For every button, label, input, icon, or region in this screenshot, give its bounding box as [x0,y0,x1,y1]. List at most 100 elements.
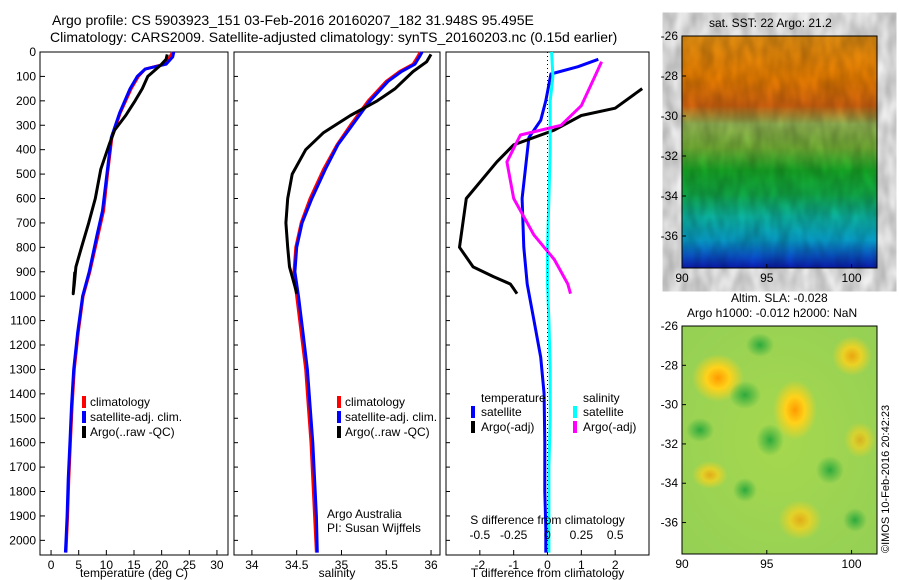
x-tick-label: 0 [544,558,551,572]
map-y-tick-label: -34 [661,476,679,490]
x-tick-label: 36 [424,558,438,572]
x-tick-label: 10 [100,558,114,572]
series-line [293,51,424,553]
legend-title-salinity: salinity [583,391,620,405]
legend-label: climatology [90,395,150,409]
y-tick-label: 1500 [9,411,36,425]
header-line-1: Argo profile: CS 5903923_151 03-Feb-2016… [52,12,534,28]
x-axis-label: salinity [319,566,356,580]
pi-name-label: PI: Susan Wijffels [327,521,421,535]
secondary-x-tick-label: -0.5 [469,528,490,542]
series-line [546,51,555,553]
y-tick-label: 100 [16,69,36,83]
series-line [292,51,422,553]
x-tick-label: 15 [127,558,141,572]
x-tick-label: 25 [183,558,197,572]
series-line [520,57,599,553]
map-x-tick-label: 100 [842,271,862,285]
x-tick-label: 5 [75,558,82,572]
x-tick-label: 30 [210,558,224,572]
y-tick-label: 200 [16,94,36,108]
x-tick-label: 34 [245,558,259,572]
map-y-tick-label: -34 [661,189,679,203]
map-x-tick-label: 90 [675,271,689,285]
sla-map [681,325,878,555]
legend-label: satellite [583,405,624,419]
y-tick-label: 800 [16,240,36,254]
y-tick-label: 1900 [9,509,36,523]
x-tick-label: -1 [508,558,519,572]
legend-label: satellite-adj. clim. [90,410,182,424]
series-line [63,51,176,553]
legend-title-temperature: temperature [481,391,546,405]
x-axis-label: T difference from climatology [471,566,625,580]
x-tick-label: 35 [335,558,349,572]
legend-label: satellite-adj. clim. [345,410,437,424]
secondary-x-axis-label: S difference from climatology [470,513,625,527]
map-y-tick-label: -32 [661,437,679,451]
y-tick-label: 400 [16,143,36,157]
sst-map-title: sat. SST: 22 Argo: 21.2 [709,16,832,30]
x-axis-label: temperature (deg C) [80,566,188,580]
sst-map [681,35,878,269]
map-y-tick-label: -36 [661,229,679,243]
legend-swatch [82,396,86,408]
map-x-tick-label: 95 [760,557,774,571]
y-tick-label: 1400 [9,387,36,401]
series-line [71,54,169,296]
legend-swatch [573,406,577,418]
x-tick-label: 1 [578,558,585,572]
map-y-tick-label: -30 [661,109,679,123]
series-line [458,87,644,295]
series-line [284,53,433,295]
series-line [505,61,603,295]
map-y-tick-label: -26 [661,29,679,43]
x-tick-label: 20 [155,558,169,572]
y-tick-label: 1600 [9,436,36,450]
x-tick-label: 35.5 [375,558,399,572]
map-y-tick-label: -28 [661,358,679,372]
legend-swatch [471,406,475,418]
y-tick-label: 1800 [9,485,36,499]
legend-label: climatology [345,395,405,409]
legend-label: Argo(-adj) [583,420,636,434]
y-tick-label: 1700 [9,460,36,474]
map-y-tick-label: -32 [661,149,679,163]
legend-swatch [337,426,341,438]
secondary-x-tick-label: 0 [544,528,551,542]
map-y-tick-label: -28 [661,69,679,83]
legend-swatch [573,421,577,433]
y-tick-label: 500 [16,167,36,181]
legend-swatch [337,411,341,423]
map-y-tick-label: -30 [661,398,679,412]
legend-label: satellite [481,405,522,419]
legend-label: Argo(-adj) [481,420,534,434]
map-y-tick-label: -26 [661,319,679,333]
secondary-x-tick-label: 0.5 [607,528,624,542]
y-tick-label: 600 [16,192,36,206]
map-x-tick-label: 90 [675,557,689,571]
legend-swatch [471,421,475,433]
sla-title-line-2: Argo h1000: -0.012 h2000: NaN [687,306,858,320]
x-tick-label: -2 [474,558,485,572]
secondary-x-tick-label: 0.25 [570,528,594,542]
y-tick-label: 1200 [9,338,36,352]
map-x-tick-label: 100 [842,557,862,571]
y-tick-label: 700 [16,216,36,230]
y-tick-label: 1100 [10,314,36,328]
salinity-panel-frame [233,51,441,556]
y-tick-label: 1300 [9,362,36,376]
legend-label: Argo(..raw -QC) [345,425,430,439]
secondary-x-tick-label: -0.25 [500,528,528,542]
y-tick-label: 0 [29,45,36,59]
x-tick-label: 2 [612,558,619,572]
y-tick-label: 900 [16,265,36,279]
y-tick-label: 2000 [9,533,36,547]
x-tick-label: 34.5 [285,558,309,572]
y-tick-label: 1000 [9,289,36,303]
watermark: ©IMOS 10-Feb-2016 20:42:23 [880,404,892,553]
argo-org-label: Argo Australia [327,507,402,521]
x-tick-label: 0 [48,558,55,572]
map-x-tick-label: 95 [760,271,774,285]
